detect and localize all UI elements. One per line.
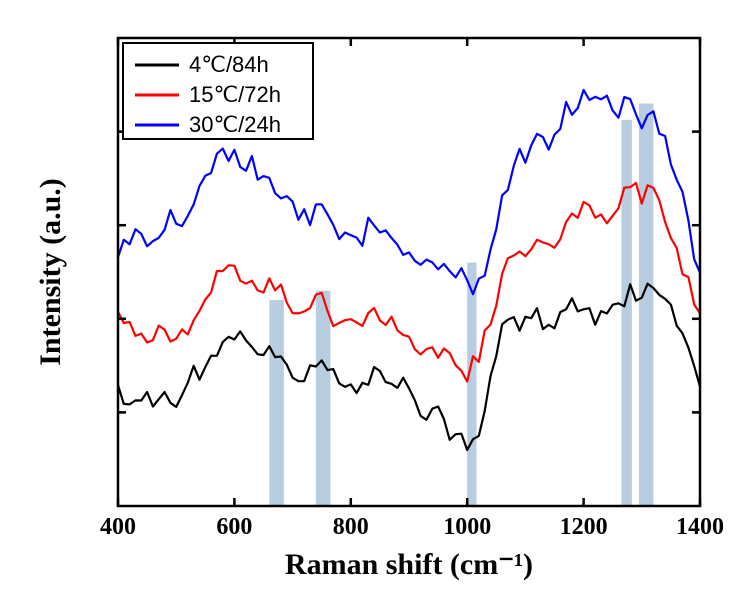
svg-text:1000: 1000 (443, 514, 491, 540)
svg-text:600: 600 (216, 514, 252, 540)
raman-chart: 400 600 800 1000 1200 1400 Raman shift (cm⁻¹) I… (0, 0, 739, 594)
legend-item-label: 30℃/24h (189, 112, 281, 137)
svg-text:1200: 1200 (560, 514, 608, 540)
legend-item-label: 4℃/84h (189, 52, 269, 77)
svg-text:800: 800 (333, 514, 369, 540)
chart-svg: 400 600 800 1000 1200 1400 Raman shift (cm⁻¹) I… (0, 0, 739, 594)
legend-item-label: 15℃/72h (189, 82, 281, 107)
legend: 4℃/84h 15℃/72h 30℃/24h (123, 43, 313, 139)
svg-text:400: 400 (100, 514, 136, 540)
x-axis-label: Raman shift (cm⁻¹) (285, 548, 533, 581)
y-axis-label: Intensity (a.u.) (34, 178, 67, 366)
svg-text:1400: 1400 (676, 514, 724, 540)
